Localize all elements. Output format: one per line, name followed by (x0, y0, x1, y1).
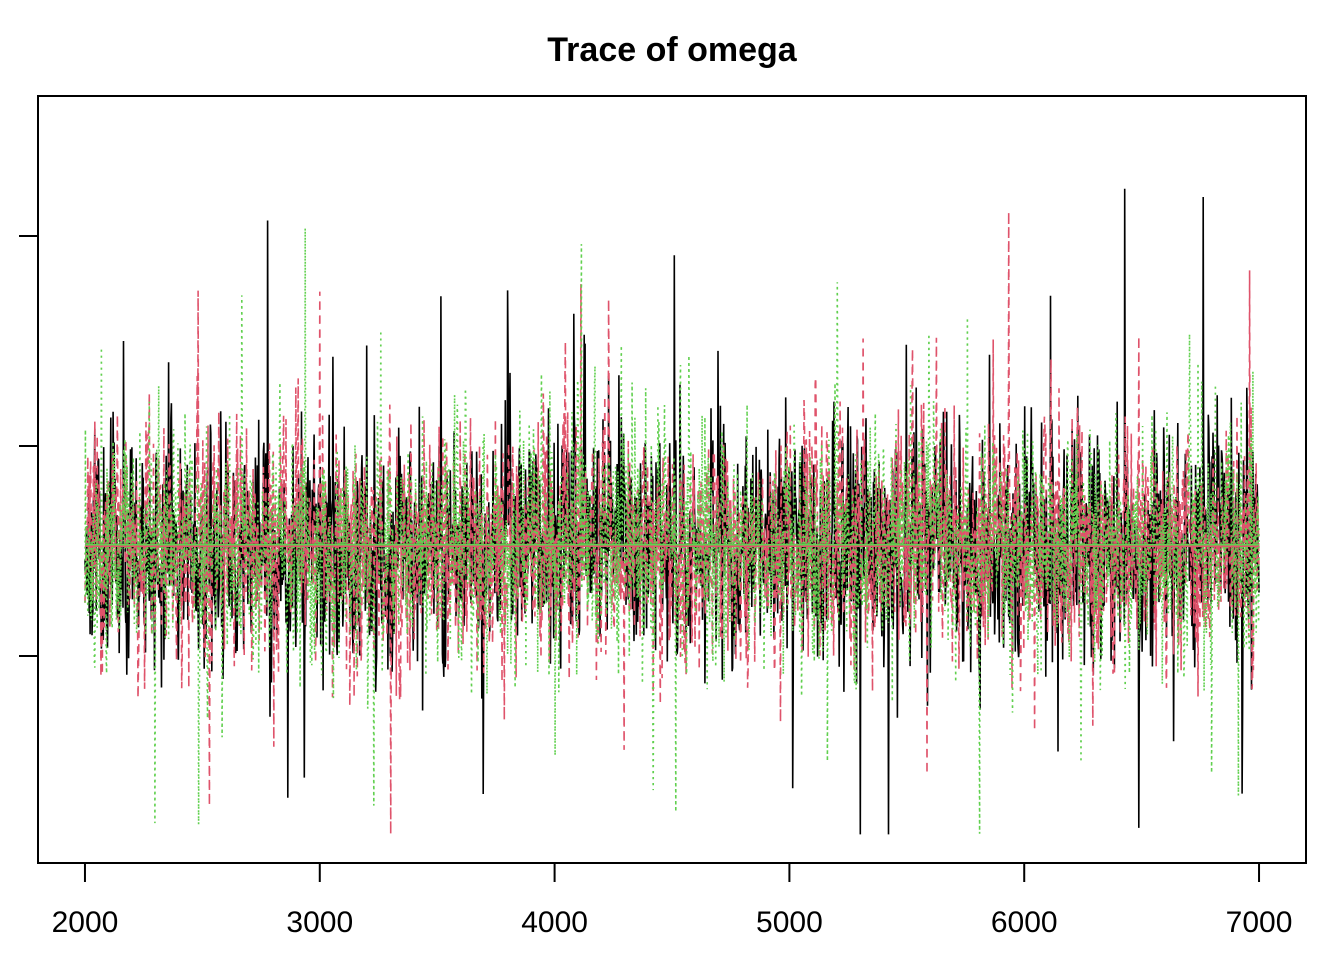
x-tick-label: 2000 (52, 906, 119, 939)
x-tick-label: 4000 (521, 906, 588, 939)
chart-title: Trace of omega (547, 31, 798, 69)
trace-line-chain-3 (84, 228, 1260, 834)
y-axis (19, 235, 39, 657)
series-layer (84, 188, 1260, 835)
x-tick-label: 6000 (991, 906, 1058, 939)
x-tick-label: 5000 (756, 906, 823, 939)
trace-line-chain-2 (84, 211, 1260, 835)
x-tick-label: 7000 (1226, 906, 1293, 939)
x-axis: 2000 3000 4000 5000 6000 7000 (52, 862, 1293, 939)
trace-line-chain-1 (84, 188, 1260, 835)
x-tick-label: 3000 (286, 906, 353, 939)
